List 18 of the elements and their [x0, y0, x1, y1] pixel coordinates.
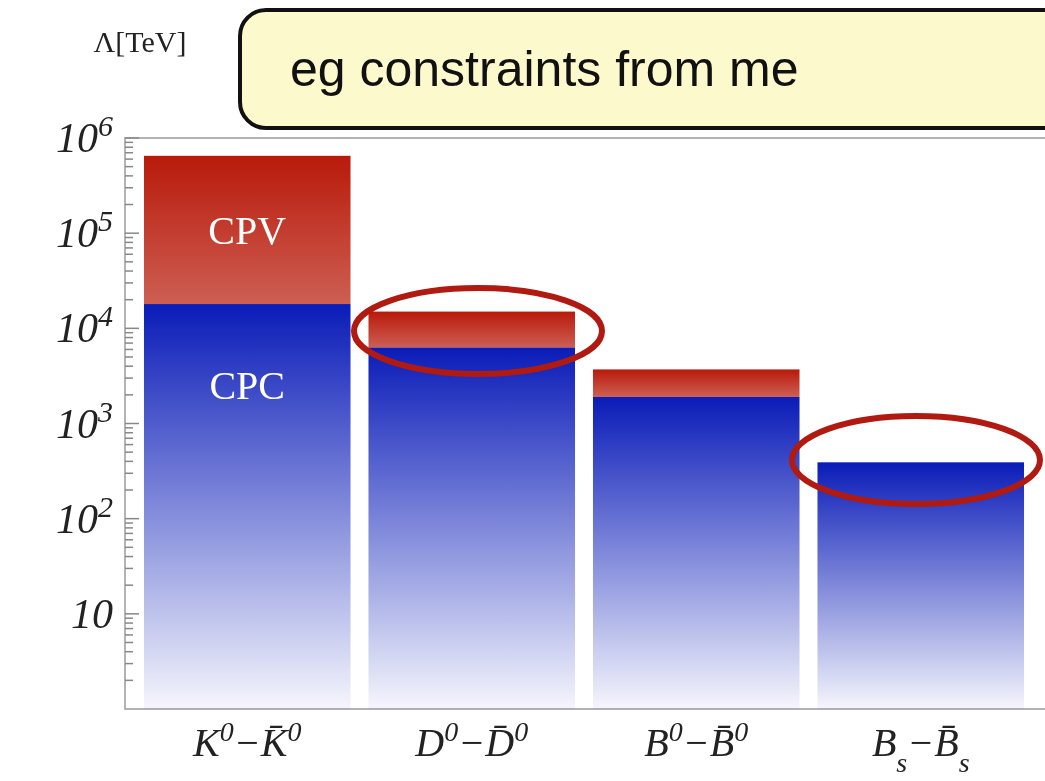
- x-tick-label: B$_{s}$−B̄$_{s}$: [871, 720, 970, 778]
- y-tick-label: 10: [71, 590, 113, 637]
- x-tick-label: B$^{0}$−B̄$^{0}$: [644, 715, 749, 765]
- bar: [592, 396, 800, 709]
- y-axis-title: Λ[TeV]: [93, 25, 187, 58]
- bar: [143, 155, 351, 305]
- series-label: CPC: [209, 363, 286, 409]
- y-tick-label: 10$^{3}$: [56, 394, 113, 447]
- y-tick-label: 10$^{2}$: [56, 489, 113, 542]
- y-tick-label: 10$^{4}$: [56, 298, 113, 352]
- chart-title: eg constraints from me: [290, 41, 799, 97]
- bar: [143, 304, 351, 709]
- y-tick-label: 10$^{6}$: [56, 108, 113, 161]
- bar: [592, 369, 800, 397]
- x-tick-label: D$^{0}$−D̄$^{0}$: [414, 715, 529, 765]
- y-tick-label: 10$^{5}$: [56, 203, 113, 257]
- x-tick-label: K$^{0}$−K̄$^{0}$: [192, 715, 302, 765]
- series-label: CPV: [208, 207, 287, 253]
